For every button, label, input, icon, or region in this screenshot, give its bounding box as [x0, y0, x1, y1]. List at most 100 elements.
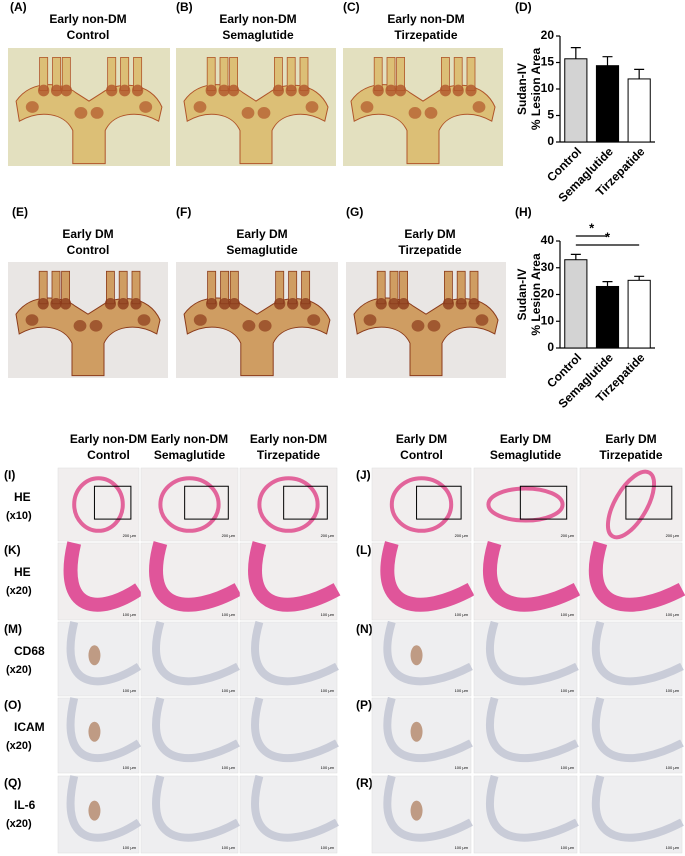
row-label: CD68	[14, 644, 45, 658]
plaque	[50, 297, 62, 310]
plaque	[439, 84, 451, 97]
plaque	[25, 314, 39, 326]
scale-bar-label: 100 μm	[222, 765, 236, 770]
y-axis-label: Sudan-IV	[515, 63, 529, 115]
row-label: (M)	[4, 622, 22, 636]
vessel-section	[605, 469, 657, 540]
scale-bar-label: 100 μm	[455, 612, 469, 617]
plaque	[60, 84, 72, 97]
zoom-box	[93, 485, 132, 520]
column-title: Control	[400, 448, 443, 462]
vessel-wall	[591, 620, 684, 686]
vessel-wall	[591, 774, 684, 842]
plaque	[475, 314, 489, 326]
y-tick-label: 20	[541, 287, 555, 301]
vessel-wall	[383, 696, 473, 763]
stain-spot	[410, 721, 423, 742]
y-axis-label: % Lesion Area	[529, 253, 543, 336]
row-label: (P)	[356, 698, 372, 712]
scale-bar-label: 100 μm	[123, 765, 137, 770]
plaque	[74, 107, 88, 119]
stain-spot	[88, 645, 101, 666]
plaque	[442, 297, 454, 310]
column-title: Early non-DM	[70, 432, 147, 446]
plaque	[50, 84, 63, 97]
y-tick-label: 20	[541, 28, 555, 42]
panel-title: Early DM	[236, 227, 287, 241]
vessel-wall	[380, 541, 475, 612]
vessel-wall	[63, 541, 143, 612]
scale-bar-label: 100 μm	[561, 765, 575, 770]
panel-label: (E)	[12, 205, 28, 219]
y-tick-label: 5	[547, 108, 554, 122]
bar	[564, 259, 588, 349]
plaque	[258, 320, 272, 332]
zoom-box	[184, 485, 229, 520]
panel-label: (D)	[515, 0, 532, 14]
scale-bar-label: 200 μm	[123, 533, 137, 538]
error-bar	[570, 253, 581, 260]
row-label: (Q)	[4, 776, 21, 790]
scale-bar-label: 100 μm	[222, 688, 236, 693]
row-label: (x10)	[6, 510, 32, 522]
vessel-section	[257, 476, 320, 533]
column-title: Early non-DM	[250, 432, 327, 446]
panel-title: Semaglutide	[222, 28, 294, 42]
y-tick-label: 0	[547, 340, 554, 354]
plaque	[242, 320, 256, 332]
vessel-wall	[66, 621, 142, 686]
scale-bar-label: 100 μm	[321, 765, 335, 770]
zoom-box	[625, 485, 673, 520]
zoom-box	[283, 485, 328, 520]
plaque	[131, 84, 144, 97]
column-title: Tirzepatide	[599, 448, 662, 462]
bar	[595, 285, 620, 349]
plaque	[25, 101, 39, 113]
plaque	[218, 84, 230, 97]
vessel-wall	[588, 541, 685, 612]
plaque	[218, 297, 231, 310]
row-label: (I)	[4, 468, 15, 482]
plaque	[205, 297, 218, 310]
y-tick-label: 30	[541, 260, 555, 274]
zoom-box	[519, 485, 568, 520]
scale-bar-label: 100 μm	[561, 612, 575, 617]
plaque	[385, 84, 397, 97]
y-tick-label: 10	[541, 313, 555, 327]
stain-spot	[410, 800, 423, 821]
row-label: (x20)	[6, 664, 32, 676]
plaque	[468, 297, 480, 310]
plaque	[360, 101, 374, 113]
column-title: Tirzepatide	[257, 448, 320, 462]
row-label: HE	[14, 490, 31, 504]
vessel-section	[72, 476, 125, 533]
scale-bar-label: 200 μm	[321, 533, 335, 538]
vessel-wall	[66, 697, 142, 763]
scale-bar-label: 100 μm	[123, 612, 137, 617]
plaque	[398, 297, 410, 310]
plaque	[117, 297, 129, 310]
plaque	[427, 320, 441, 332]
plaque	[285, 84, 297, 97]
plaque	[298, 84, 310, 97]
panel-title: Control	[67, 243, 110, 257]
plaque	[395, 84, 407, 97]
vessel-wall	[248, 541, 341, 612]
panel-title: Control	[67, 28, 110, 42]
y-axis-label: % Lesion Area	[529, 48, 543, 131]
vessel-wall	[485, 620, 579, 686]
plaque	[408, 107, 422, 119]
column-title: Semaglutide	[490, 448, 562, 462]
column-title: Early DM	[605, 432, 656, 446]
scale-bar-label: 100 μm	[561, 688, 575, 693]
vessel-wall	[152, 620, 240, 686]
significance-label: *	[589, 220, 595, 235]
plaque	[104, 297, 116, 310]
significance-label: *	[605, 229, 611, 244]
vessel-wall	[485, 774, 579, 842]
panel-title: Early non-DM	[387, 12, 464, 26]
scale-bar-label: 100 μm	[666, 688, 680, 693]
column-title: Early DM	[500, 432, 551, 446]
plaque	[372, 84, 384, 97]
vessel-section	[389, 476, 454, 533]
